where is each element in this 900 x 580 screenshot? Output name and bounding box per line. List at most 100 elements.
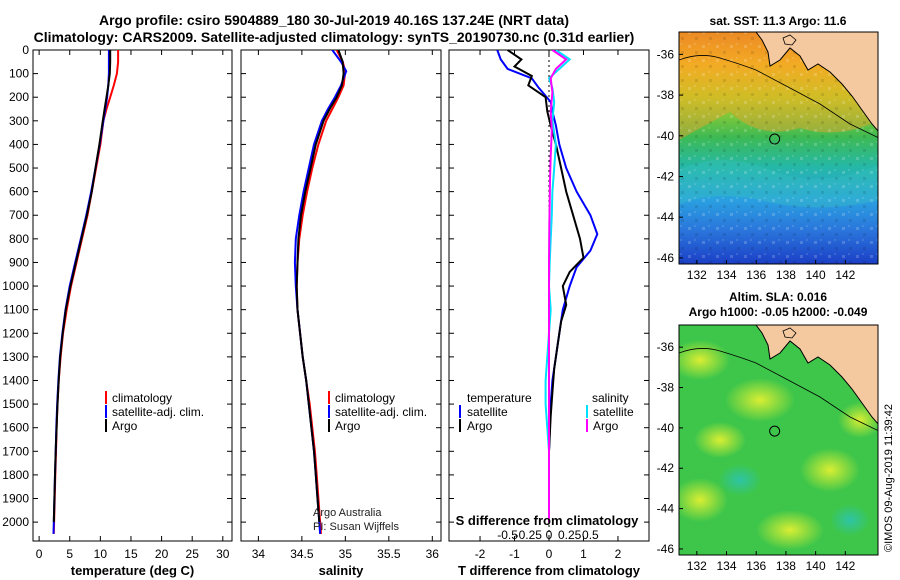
sla-map-title-line1: Altim. SLA: 0.016	[729, 290, 827, 304]
y-tick-label: 1000	[2, 279, 29, 293]
y-tick-label: 1300	[2, 350, 29, 364]
map-y-tick-label: -46	[657, 251, 675, 265]
land-mass	[755, 32, 878, 132]
map-x-tick-label: 142	[835, 559, 855, 573]
y-tick-label: 1900	[2, 492, 29, 506]
legend-label-satellite: satellite-adj. clim.	[112, 405, 204, 419]
map-x-tick-label: 140	[806, 559, 826, 573]
y-tick-label: 400	[9, 137, 29, 151]
series-line-argo	[295, 50, 345, 523]
map-y-tick-label: -36	[657, 47, 675, 61]
sla-map: Altim. SLA: 0.016 Argo h1000: -0.05 h200…	[657, 290, 879, 573]
legend-label-t-argo: Argo	[467, 419, 493, 433]
y-tick-label: 300	[9, 114, 29, 128]
series-line-argo	[52, 50, 112, 523]
figure-title-line1: Argo profile: csiro 5904889_180 30-Jul-2…	[98, 12, 569, 28]
y-tick-label: 0	[22, 43, 29, 57]
difference-legend: temperature satellite Argo salinity sate…	[456, 391, 640, 528]
map-x-tick-label: 142	[835, 268, 855, 282]
map-x-tick-label: 138	[776, 268, 796, 282]
x-tick-label: 35.5	[377, 547, 401, 561]
x-tick-label: 0	[36, 547, 43, 561]
argo-location-marker	[769, 425, 781, 437]
x-axis-label: temperature (deg C)	[71, 563, 195, 578]
x-tick-label: -1	[509, 547, 520, 561]
x-tick-label: 5	[66, 547, 73, 561]
argo-location-marker	[769, 133, 781, 145]
y-tick-label: 1800	[2, 468, 29, 482]
s-tick-label: -0.25	[515, 528, 543, 542]
y-tick-label: 1700	[2, 444, 29, 458]
salinity-panel: 34 34.5 35 35.5 36 salinity	[240, 49, 442, 578]
plot-frame	[240, 49, 442, 542]
figure-title-line2: Climatology: CARS2009. Satellite-adjuste…	[33, 29, 635, 45]
land-mass	[755, 325, 878, 425]
y-tick-label: 800	[9, 232, 29, 246]
legend-label-satellite: satellite-adj. clim.	[335, 405, 427, 419]
y-tick-label: 1100	[3, 303, 29, 317]
map-y-tick-label: -36	[657, 340, 675, 354]
credit-argo-australia: Argo Australia	[313, 507, 382, 519]
sla-high-blob	[725, 378, 795, 422]
y-tick-label: 1200	[2, 326, 29, 340]
map-x-tick-label: 132	[687, 268, 707, 282]
legend-label-s-argo: Argo	[593, 419, 619, 433]
sla-map-frame	[678, 324, 879, 556]
map-x-tick-label: 138	[776, 559, 796, 573]
x-axis-label: salinity	[319, 563, 365, 578]
x-axis-label: T difference from climatology	[458, 563, 641, 578]
temperature-panel: 0100200300400500600700800900100011001200…	[2, 43, 233, 578]
y-tick-label: 900	[9, 255, 29, 269]
x-tick-label: 34.5	[290, 547, 314, 561]
x-tick-label: 36	[426, 547, 440, 561]
map-x-tick-label: 140	[806, 268, 826, 282]
x-tick-label: 15	[124, 547, 138, 561]
legend-label-climatology: climatology	[335, 391, 395, 405]
x-tick-label: 20	[155, 547, 169, 561]
x-tick-label: 2	[615, 547, 622, 561]
sla-high-blob	[800, 448, 860, 492]
temperature-legend: climatology satellite-adj. clim. Argo	[105, 391, 204, 433]
sla-high-blob	[756, 510, 824, 550]
x-tick-label: 10	[94, 547, 108, 561]
s-tick-label: 0.5	[582, 528, 599, 542]
y-tick-label: 600	[9, 185, 29, 199]
sst-map-ticks: 132 134 136 138 140 142 -36 -38 -40 -42 -44 -46	[657, 47, 856, 282]
map-y-tick-label: -42	[657, 461, 675, 475]
map-y-tick-label: -38	[657, 381, 675, 395]
x-tick-label: 34	[252, 547, 266, 561]
x-tick-label: 30	[216, 547, 230, 561]
sla-low-blob	[830, 504, 870, 536]
s-tick-label: -0.5	[497, 528, 518, 542]
y-tick-label: 700	[9, 208, 29, 222]
legend-label-t-satellite: satellite	[467, 405, 508, 419]
sla-map-title-line2: Argo h1000: -0.05 h2000: -0.049	[689, 305, 868, 319]
island	[782, 34, 797, 46]
y-tick-label: 1400	[2, 373, 29, 387]
legend-title-salinity: salinity	[592, 391, 629, 405]
x-tick-label: 25	[186, 547, 200, 561]
sla-high-blob	[679, 478, 728, 522]
y-tick-label: 500	[9, 161, 29, 175]
x-tick-label: 1	[580, 547, 587, 561]
legend-label-argo: Argo	[112, 419, 138, 433]
series-line-t-argo	[507, 50, 585, 523]
y-tick-label: 2000	[2, 515, 29, 529]
bathymetry-contour	[679, 348, 878, 431]
map-y-tick-label: -40	[657, 421, 675, 435]
imos-timestamp: ©IMOS 09-Aug-2019 11:39:42	[883, 404, 895, 552]
map-x-tick-label: 136	[746, 559, 766, 573]
map-y-tick-label: -42	[657, 169, 675, 183]
map-x-tick-label: 134	[717, 268, 737, 282]
sla-map-ticks: 132 134 136 138 140 142 -36 -38 -40 -42 -44 -46	[657, 340, 856, 573]
bathymetry-contour	[679, 55, 878, 138]
legend-title-temperature: temperature	[467, 391, 532, 405]
y-tick-label: 200	[9, 90, 29, 104]
legend-label-climatology: climatology	[112, 391, 172, 405]
credit-pi: PI: Susan Wijffels	[313, 521, 399, 533]
map-x-tick-label: 136	[746, 268, 766, 282]
s-tick-label: 0.25	[558, 528, 582, 542]
x-tick-label: -2	[475, 547, 486, 561]
